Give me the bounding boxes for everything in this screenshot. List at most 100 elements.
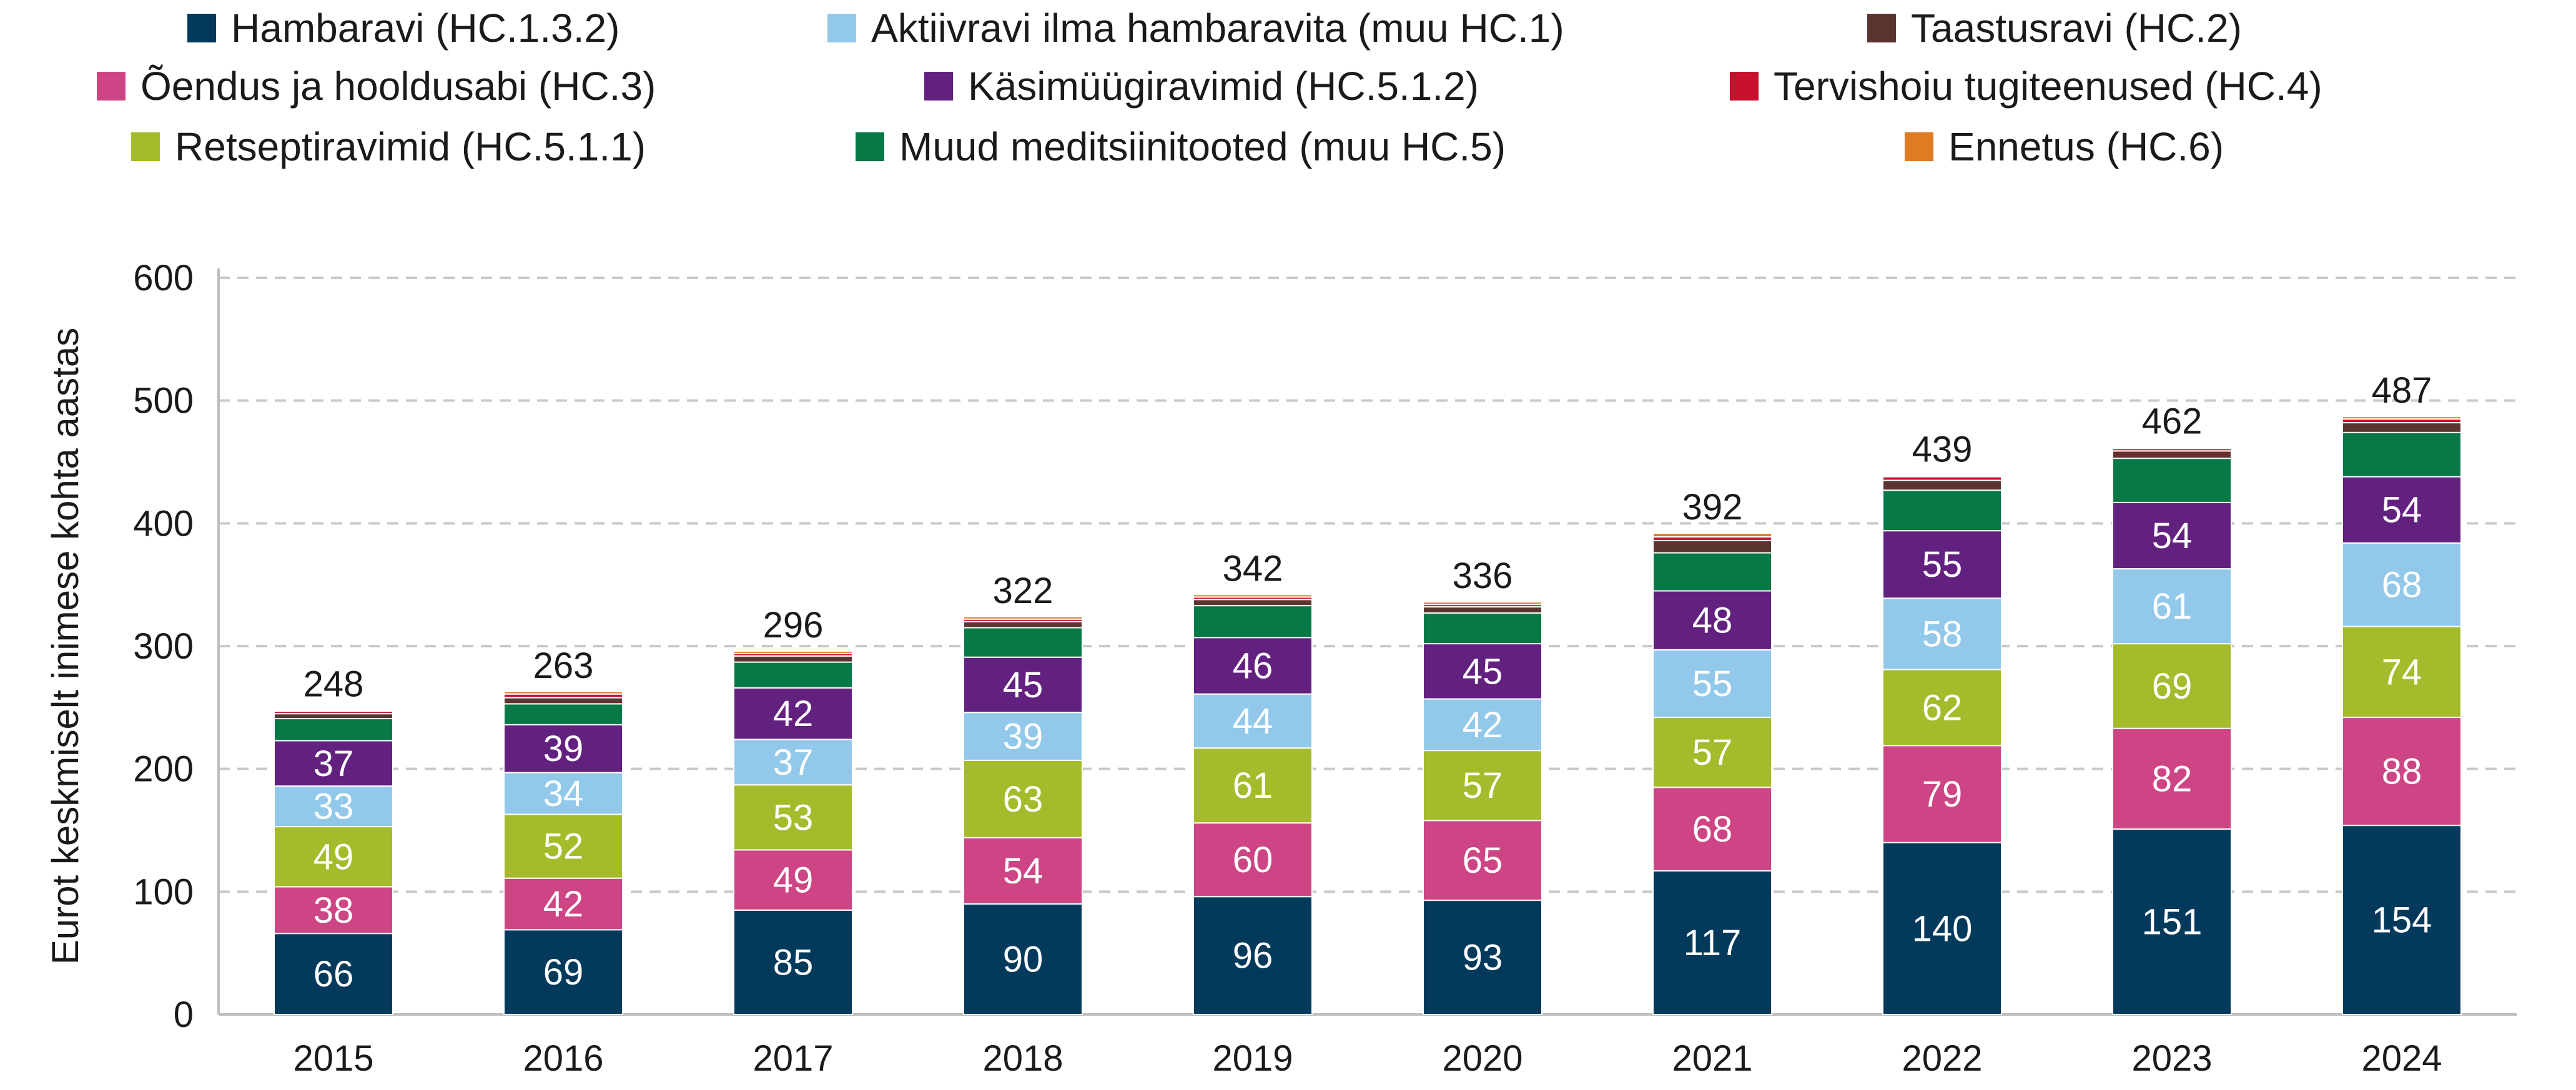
bar-total-label: 439 [1912, 430, 1973, 470]
bar-segment [1193, 896, 1313, 1015]
bar-value-label: 38 [313, 890, 354, 931]
bar-value-label: 49 [313, 837, 354, 877]
bar-segment [274, 785, 393, 828]
x-tick-label: 2023 [2131, 1038, 2212, 1079]
bar-segment [1193, 605, 1313, 639]
bar-segment [1652, 649, 1772, 719]
legend-item: Taastusravi (HC.2) [1867, 0, 2242, 56]
y-axis-label: Eurot keskmiselt inimese kohta aastas [44, 328, 86, 965]
bar-segment [1193, 594, 1313, 598]
legend-item: Hambaravi (HC.1.3.2) [187, 0, 619, 56]
bar-value-label: 55 [1692, 664, 1733, 704]
bar-segment [503, 929, 623, 1016]
bar-segment [274, 933, 393, 1015]
legend-swatch [924, 72, 953, 101]
legend-label: Muud meditsiinitooted (muu HC.5) [899, 124, 1506, 169]
bar-segment [733, 909, 853, 1016]
bar-value-label: 58 [1922, 614, 1963, 654]
bar-value-label: 69 [2152, 666, 2193, 707]
legend-swatch [97, 72, 126, 101]
bar-value-label: 65 [1463, 840, 1503, 881]
bar-segment [274, 718, 393, 742]
bar-segment [963, 616, 1083, 620]
x-tick-label: 2022 [1902, 1038, 1982, 1079]
bar-value-label: 66 [313, 954, 354, 994]
bar-value-label: 61 [2152, 586, 2193, 627]
bar-segment [503, 690, 623, 695]
x-tick-label: 2021 [1672, 1038, 1752, 1079]
bar-segment [1882, 842, 2002, 1015]
legend-label: Hambaravi (HC.1.3.2) [231, 6, 620, 51]
bar-total-label: 322 [993, 571, 1054, 611]
bar-value-label: 54 [2382, 490, 2422, 531]
bar-segment [2112, 643, 2232, 729]
bar-total-label: 462 [2142, 401, 2203, 441]
legend-item: Muud meditsiinitooted (muu HC.5) [856, 119, 1506, 175]
legend-item: Aktiivravi ilma hambaravita (muu HC.1) [827, 0, 1564, 56]
bar-segment [1652, 787, 1772, 872]
y-tick-label: 400 [133, 503, 194, 544]
bar-total-label: 342 [1223, 548, 1283, 589]
bar-segment [733, 661, 853, 689]
bar-value-label: 54 [1003, 851, 1044, 891]
legend-item: Retseptiravimid (HC.5.1.1) [131, 119, 646, 175]
bar-segment [2342, 422, 2462, 433]
x-tick-label: 2017 [753, 1038, 833, 1079]
bar-segment [274, 740, 393, 787]
bar-segment [1193, 822, 1313, 898]
bar-value-label: 88 [2382, 752, 2422, 792]
legend-label: Tervishoiu tugiteenused (HC.4) [1774, 64, 2322, 109]
bar-segment [733, 849, 853, 911]
bar-segment [963, 759, 1083, 838]
bar-value-label: 39 [1003, 717, 1044, 757]
bar-total-label: 263 [533, 646, 594, 686]
bar-value-label: 93 [1463, 938, 1503, 978]
bar-value-label: 42 [543, 884, 584, 925]
legend-swatch [1867, 14, 1896, 42]
bar-segment [2112, 727, 2232, 830]
bar-segment [733, 784, 853, 851]
bar-segment [1193, 747, 1313, 824]
bar-segment [963, 656, 1083, 714]
bar-value-label: 62 [1922, 687, 1963, 728]
legend-label: Käsimüügiravimid (HC.5.1.2) [968, 64, 1479, 109]
bar-value-label: 52 [543, 827, 584, 867]
bar-segment [2112, 568, 2232, 645]
bar-total-label: 248 [303, 664, 364, 704]
bar-segment [274, 713, 393, 720]
bar-segment [1882, 474, 2002, 478]
x-tick-label: 2020 [1442, 1038, 1522, 1079]
legend-swatch [827, 14, 856, 42]
bar-segment [733, 655, 853, 663]
y-tick-label: 0 [174, 994, 194, 1035]
bar-value-label: 60 [1233, 840, 1273, 880]
bar-segment [503, 703, 623, 725]
bar-value-label: 61 [1233, 765, 1273, 806]
y-tick-label: 200 [133, 749, 194, 790]
legend-swatch [1730, 72, 1759, 101]
x-tick-label: 2018 [982, 1038, 1063, 1079]
bar-segment [1193, 599, 1313, 607]
legend-label: Taastusravi (HC.2) [1911, 6, 2242, 51]
bar-segment [1652, 533, 1772, 538]
bar-value-label: 68 [2382, 565, 2422, 606]
chart-legend: Hambaravi (HC.1.3.2) Aktiivravi ilma hamb… [0, 0, 2576, 206]
bar-value-label: 37 [313, 744, 354, 784]
y-tick-label: 500 [133, 381, 194, 421]
legend-swatch [131, 132, 160, 161]
bar-segment [1882, 745, 2002, 843]
bar-segment [963, 837, 1083, 905]
bar-value-label: 96 [1233, 936, 1273, 976]
legend-item: Käsimüügiravimid (HC.5.1.2) [924, 58, 1479, 114]
x-tick-label: 2016 [523, 1038, 603, 1079]
bar-value-label: 85 [773, 942, 814, 983]
bar-segment [1193, 637, 1313, 695]
bar-segment [733, 650, 853, 654]
bar-segment [2342, 626, 2462, 719]
bar-segment [1652, 539, 1772, 554]
bar-value-label: 33 [313, 787, 354, 827]
legend-swatch [187, 14, 216, 42]
bar-segment [2112, 828, 2232, 1015]
legend-item: Ennetus (HC.6) [1905, 119, 2224, 175]
